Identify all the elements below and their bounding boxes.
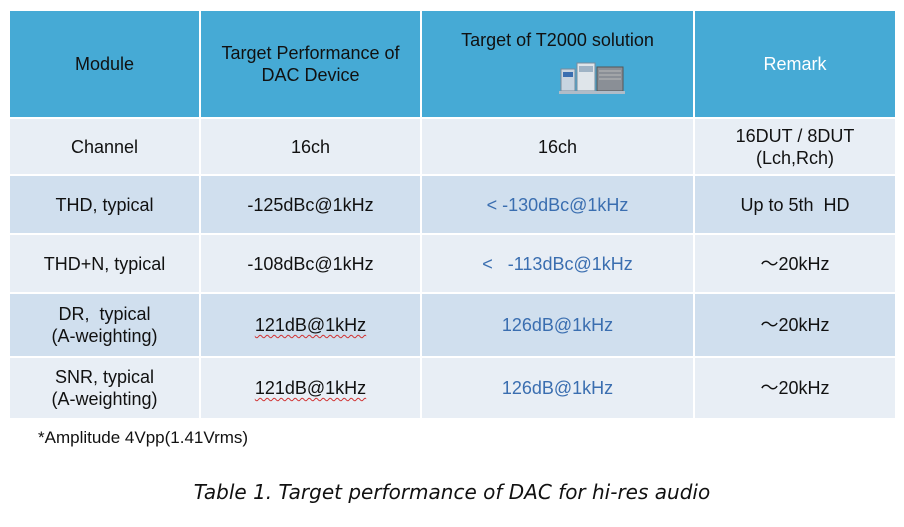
cell-text: Channel [70, 136, 139, 157]
row-dr-module: DR, typical (A-weighting) [10, 294, 199, 356]
cell-text: -108dBc@1kHz [247, 253, 374, 274]
row-snr-target: 121dB@1kHz [201, 358, 420, 418]
cell-text: < -130dBc@1kHz [486, 194, 629, 215]
cell-text: 121dB@1kHz [254, 378, 367, 398]
cell-text: 121dB@1kHz [254, 315, 367, 335]
amplitude-footnote: *Amplitude 4Vpp(1.41Vrms) [38, 428, 249, 447]
header-target-t2000-label: Target of T2000 solution [461, 29, 654, 50]
header-target-performance-line2: DAC Device [261, 65, 360, 85]
cell-text: 126dB@1kHz [501, 378, 614, 398]
cell-text: 16ch [537, 136, 578, 157]
cell-text: 16ch [290, 136, 331, 157]
row-thd-t2000: < -130dBc@1kHz [422, 176, 693, 233]
row-snr-module: SNR, typical (A-weighting) [10, 358, 199, 418]
row-thdn-target: -108dBc@1kHz [201, 235, 420, 292]
row-dr-t2000: 126dB@1kHz [422, 294, 693, 356]
row-thdn-remark: ～20kHz [695, 235, 895, 292]
row-channel-module: Channel [10, 119, 199, 174]
cell-text: ～20kHz [760, 378, 830, 398]
row-thdn-module: THD+N, typical [10, 235, 199, 292]
header-module-label: Module [74, 54, 135, 74]
row-snr-remark: ～20kHz [695, 358, 895, 418]
header-target-t2000: Target of T2000 solution [422, 11, 693, 117]
row-channel-target: 16ch [201, 119, 420, 174]
row-thd-remark: Up to 5th HD [695, 176, 895, 233]
row-thd-module: THD, typical [10, 176, 199, 233]
header-target-performance: Target Performance of DAC Device [201, 11, 420, 117]
row-thdn-t2000: < -113dBc@1kHz [422, 235, 693, 292]
header-module: Module [10, 11, 199, 117]
cell-text: 16DUT / 8DUT [735, 125, 855, 146]
cell-text: ～20kHz [760, 253, 830, 274]
row-dr-remark: ～20kHz [695, 294, 895, 356]
row-channel-remark: 16DUT / 8DUT (Lch,Rch) [695, 119, 895, 174]
row-snr-t2000: 126dB@1kHz [422, 358, 693, 418]
cell-text: ～20kHz [760, 315, 830, 335]
cell-text: (A-weighting) [51, 326, 158, 346]
header-target-performance-line1: Target Performance of [221, 43, 400, 63]
row-dr-target: 121dB@1kHz [201, 294, 420, 356]
cell-text: Up to 5th HD [740, 194, 850, 215]
cell-text: (A-weighting) [51, 389, 158, 409]
cell-text: THD, typical [55, 194, 154, 215]
cell-text: SNR, typical [54, 367, 155, 387]
cell-text: (Lch,Rch) [755, 147, 835, 168]
cell-text: THD+N, typical [43, 253, 166, 274]
cell-text: < -113dBc@1kHz [482, 253, 633, 274]
row-thd-target: -125dBc@1kHz [201, 176, 420, 233]
table-caption: Table 1. Target performance of DAC for h… [193, 480, 711, 504]
cell-text: DR, typical [58, 304, 151, 324]
header-remark-label: Remark [763, 54, 827, 74]
cell-text: 126dB@1kHz [501, 315, 614, 335]
row-channel-t2000: 16ch [422, 119, 693, 174]
dac-performance-table: Module Target Performance of DAC Device … [10, 11, 895, 418]
header-remark: Remark [695, 11, 895, 117]
test-equipment-icon [559, 57, 626, 100]
cell-text: -125dBc@1kHz [247, 194, 374, 215]
